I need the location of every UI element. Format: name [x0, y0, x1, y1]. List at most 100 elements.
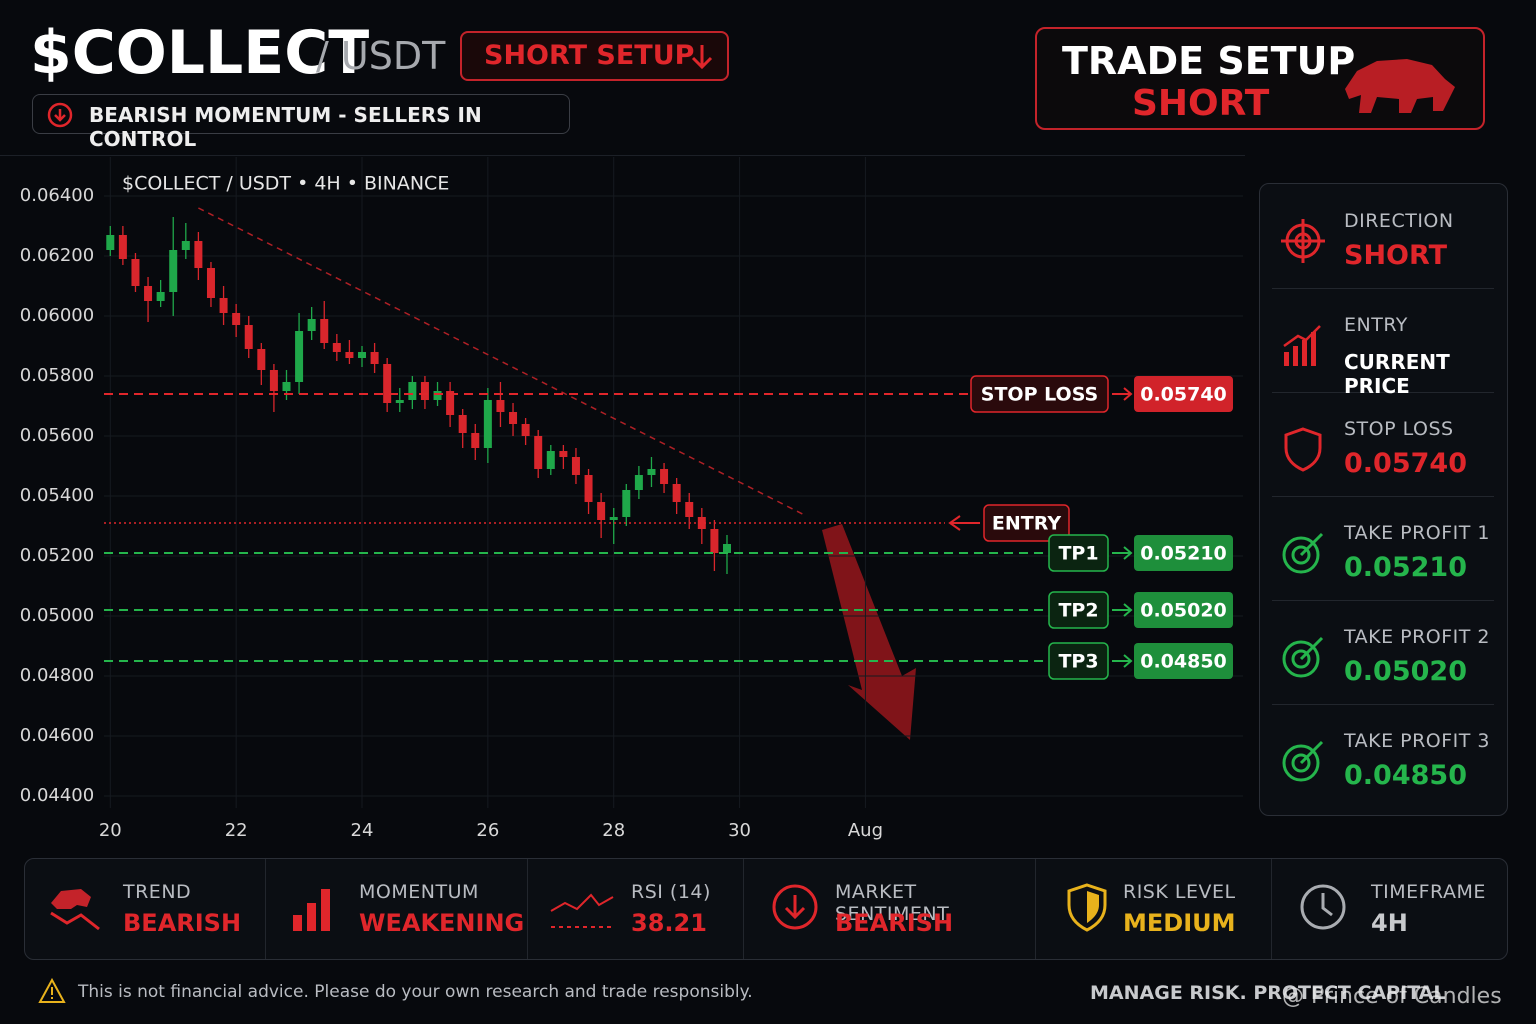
panel-value: 0.05020: [1344, 656, 1467, 687]
panel-row: STOP LOSS 0.05740: [1272, 392, 1494, 497]
panel-row: TAKE PROFIT 3 0.04850: [1272, 704, 1494, 808]
panel-label: TAKE PROFIT 1: [1344, 522, 1491, 544]
y-tick-label: 0.05200: [20, 545, 94, 566]
x-tick-label: Aug: [848, 820, 883, 841]
candle-body: [169, 250, 178, 292]
stat: MARKET SENTIMENT BEARISH: [743, 859, 1036, 959]
setup-side: SHORT: [1132, 83, 1270, 124]
level-value-box: [1134, 376, 1233, 412]
candle-body: [295, 331, 304, 382]
stat-label: MOMENTUM: [359, 881, 479, 903]
candle-body: [244, 325, 253, 349]
candle-body: [370, 352, 379, 364]
trend-line: [198, 207, 803, 515]
candle-body: [697, 517, 706, 529]
y-tick-label: 0.05000: [20, 605, 94, 626]
panel-row: ENTRY CURRENT PRICE: [1272, 288, 1494, 398]
candle-body: [257, 349, 266, 370]
setup-title: TRADE SETUP: [1062, 39, 1356, 83]
risk-icon: [1067, 883, 1107, 932]
candle-body: [219, 298, 228, 313]
candle-body: [483, 400, 492, 448]
chart-title: $COLLECT / USDT • 4H • BINANCE: [122, 173, 449, 195]
candle-body: [408, 382, 417, 400]
down-circle-icon: [47, 102, 73, 128]
panel-value: SHORT: [1344, 240, 1447, 271]
candle-body: [181, 241, 190, 250]
x-tick-label: 22: [225, 820, 248, 841]
level-value: 0.05740: [1140, 384, 1227, 406]
candle-body: [194, 241, 203, 268]
candle-body: [345, 352, 354, 358]
target-icon: [1282, 532, 1324, 574]
y-tick-label: 0.05400: [20, 485, 94, 506]
x-tick-label: 26: [476, 820, 499, 841]
stat-value: MEDIUM: [1123, 909, 1236, 937]
stat-label: TREND: [123, 881, 192, 903]
chart-frame: [0, 155, 1245, 811]
y-tick-label: 0.04800: [20, 665, 94, 686]
level-name-box: [1048, 534, 1109, 572]
level-name-box: [1048, 642, 1109, 680]
candle-body: [420, 382, 429, 400]
y-tick-label: 0.06000: [20, 305, 94, 326]
projection-arrow: [822, 524, 916, 740]
panel-label: ENTRY: [1344, 314, 1408, 336]
short-setup-badge: SHORT SETUP: [460, 31, 729, 81]
subtitle-box: BEARISH MOMENTUM - SELLERS IN CONTROL: [32, 94, 570, 151]
panel-value: CURRENT PRICE: [1344, 350, 1450, 398]
down-arrow-icon: [691, 45, 713, 70]
stat: RSI (14) 38.21: [527, 859, 744, 959]
trend-icon: [50, 889, 100, 931]
rsi-icon: [550, 893, 614, 928]
candle-body: [320, 319, 329, 343]
panel-value: 0.05740: [1344, 448, 1467, 479]
panel-value: 0.05210: [1344, 552, 1467, 583]
trade-setup-box: TRADE SETUP SHORT: [1035, 27, 1485, 130]
candle-body: [144, 286, 153, 301]
x-tick-label: 24: [351, 820, 374, 841]
candle-body: [496, 400, 505, 412]
target-icon: [1282, 636, 1324, 678]
connector-arrow: [1112, 603, 1133, 617]
panel-label: DIRECTION: [1344, 210, 1454, 232]
level-name: ENTRY: [992, 513, 1061, 535]
candle-body: [131, 259, 140, 286]
y-tick-label: 0.06400: [20, 185, 94, 206]
connector-arrow: [1112, 387, 1133, 401]
panel-label: TAKE PROFIT 2: [1344, 626, 1491, 648]
level-value-box: [1134, 592, 1233, 628]
candle-body: [383, 364, 392, 403]
target-icon: [1281, 219, 1325, 263]
stat: TIMEFRAME 4H: [1271, 859, 1507, 959]
candle-body: [282, 382, 291, 391]
pair: / USDT: [316, 34, 446, 78]
stats-bar: TREND BEARISH MOMENTUM WEAKENING RSI (14…: [24, 858, 1508, 960]
level-value: 0.05210: [1140, 543, 1227, 565]
stat: MOMENTUM WEAKENING: [265, 859, 528, 959]
level-name: STOP LOSS: [981, 384, 1098, 406]
level-name-box: [983, 504, 1070, 542]
target-icon: [1282, 740, 1324, 782]
bear-icon: [1345, 59, 1455, 113]
panel-value: 0.04850: [1344, 760, 1467, 791]
stat-label: RSI (14): [631, 881, 711, 903]
candle-body: [206, 268, 215, 298]
symbol: $COLLECT: [30, 18, 370, 88]
stat-value: BEARISH: [835, 909, 954, 937]
entry-arrow: [948, 515, 980, 531]
candle-body: [471, 433, 480, 448]
candle-body: [685, 502, 694, 517]
y-tick-label: 0.05600: [20, 425, 94, 446]
candle-body: [433, 391, 442, 400]
x-tick-label: 28: [602, 820, 625, 841]
candle-body: [332, 343, 341, 352]
motto: MANAGE RISK. PROTECT CAPITAL: [1090, 982, 1446, 1004]
panel-label: TAKE PROFIT 3: [1344, 730, 1491, 752]
candle-body: [634, 475, 643, 490]
candle-body: [546, 451, 555, 469]
candle-body: [609, 517, 618, 520]
candle-body: [395, 400, 404, 403]
